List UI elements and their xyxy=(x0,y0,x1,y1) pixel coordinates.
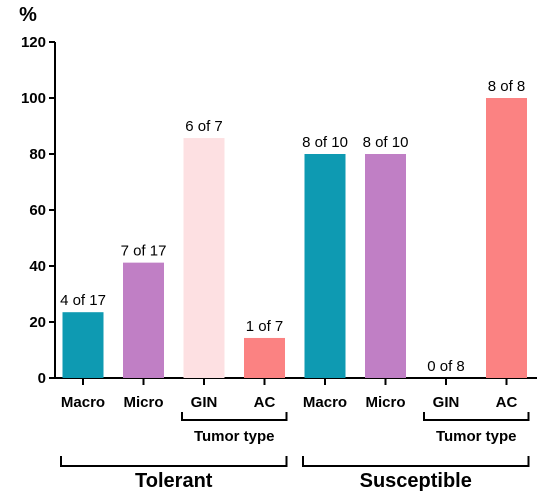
category-label: Macro xyxy=(61,394,105,411)
y-tick-label: 40 xyxy=(29,258,46,275)
y-tick-label: 80 xyxy=(29,146,46,163)
group-brackets: Tumor type Tumor type Tolerant Susceptible xyxy=(60,412,530,492)
bar-value-label: 0 of 8 xyxy=(427,358,465,375)
category-labels: Macro Micro GIN AC Macro Micro GIN AC xyxy=(61,394,518,411)
bar-value-label: 4 of 17 xyxy=(60,292,106,309)
bar xyxy=(244,337,285,378)
category-label: GIN xyxy=(433,394,460,411)
category-label: Micro xyxy=(365,394,405,411)
data-labels: 4 of 17 7 of 17 6 of 7 1 of 7 8 of 10 8 of 10… xyxy=(60,78,525,375)
category-label: Micro xyxy=(123,394,163,411)
bar-value-label: 6 of 7 xyxy=(185,118,223,135)
y-tick-label: 100 xyxy=(21,90,46,107)
group-bracket xyxy=(60,456,288,467)
y-axis-unit-label: % xyxy=(19,4,37,26)
bar xyxy=(123,262,164,378)
bar-value-label: 7 of 17 xyxy=(121,243,167,260)
y-tick-label: 60 xyxy=(29,202,46,219)
bar xyxy=(304,154,346,378)
group-label: Susceptible xyxy=(360,470,472,492)
bar-value-label: 8 of 10 xyxy=(363,134,409,151)
y-tick-label: 20 xyxy=(29,314,46,331)
category-label: Macro xyxy=(303,394,347,411)
bars xyxy=(62,98,527,385)
category-label: AC xyxy=(496,394,518,411)
bar xyxy=(62,312,104,378)
category-label: GIN xyxy=(191,394,218,411)
group-label: Tolerant xyxy=(135,470,213,492)
bar-value-label: 8 of 8 xyxy=(488,78,526,95)
y-tick-label: 0 xyxy=(38,370,46,387)
subgroup-label: Tumor type xyxy=(436,428,517,445)
subgroup-label: Tumor type xyxy=(194,428,275,445)
y-axis-ticks: 0 20 40 60 80 100 120 xyxy=(21,34,55,387)
bar-value-label: 1 of 7 xyxy=(246,318,284,335)
group-bracket xyxy=(302,456,530,467)
y-tick-label: 120 xyxy=(21,34,46,51)
bar xyxy=(365,154,406,378)
subgroup-bracket xyxy=(423,412,530,421)
bar xyxy=(486,98,527,378)
category-label: AC xyxy=(254,394,276,411)
bar-value-label: 8 of 10 xyxy=(302,134,348,151)
bar xyxy=(183,138,225,378)
subgroup-bracket xyxy=(181,412,288,421)
